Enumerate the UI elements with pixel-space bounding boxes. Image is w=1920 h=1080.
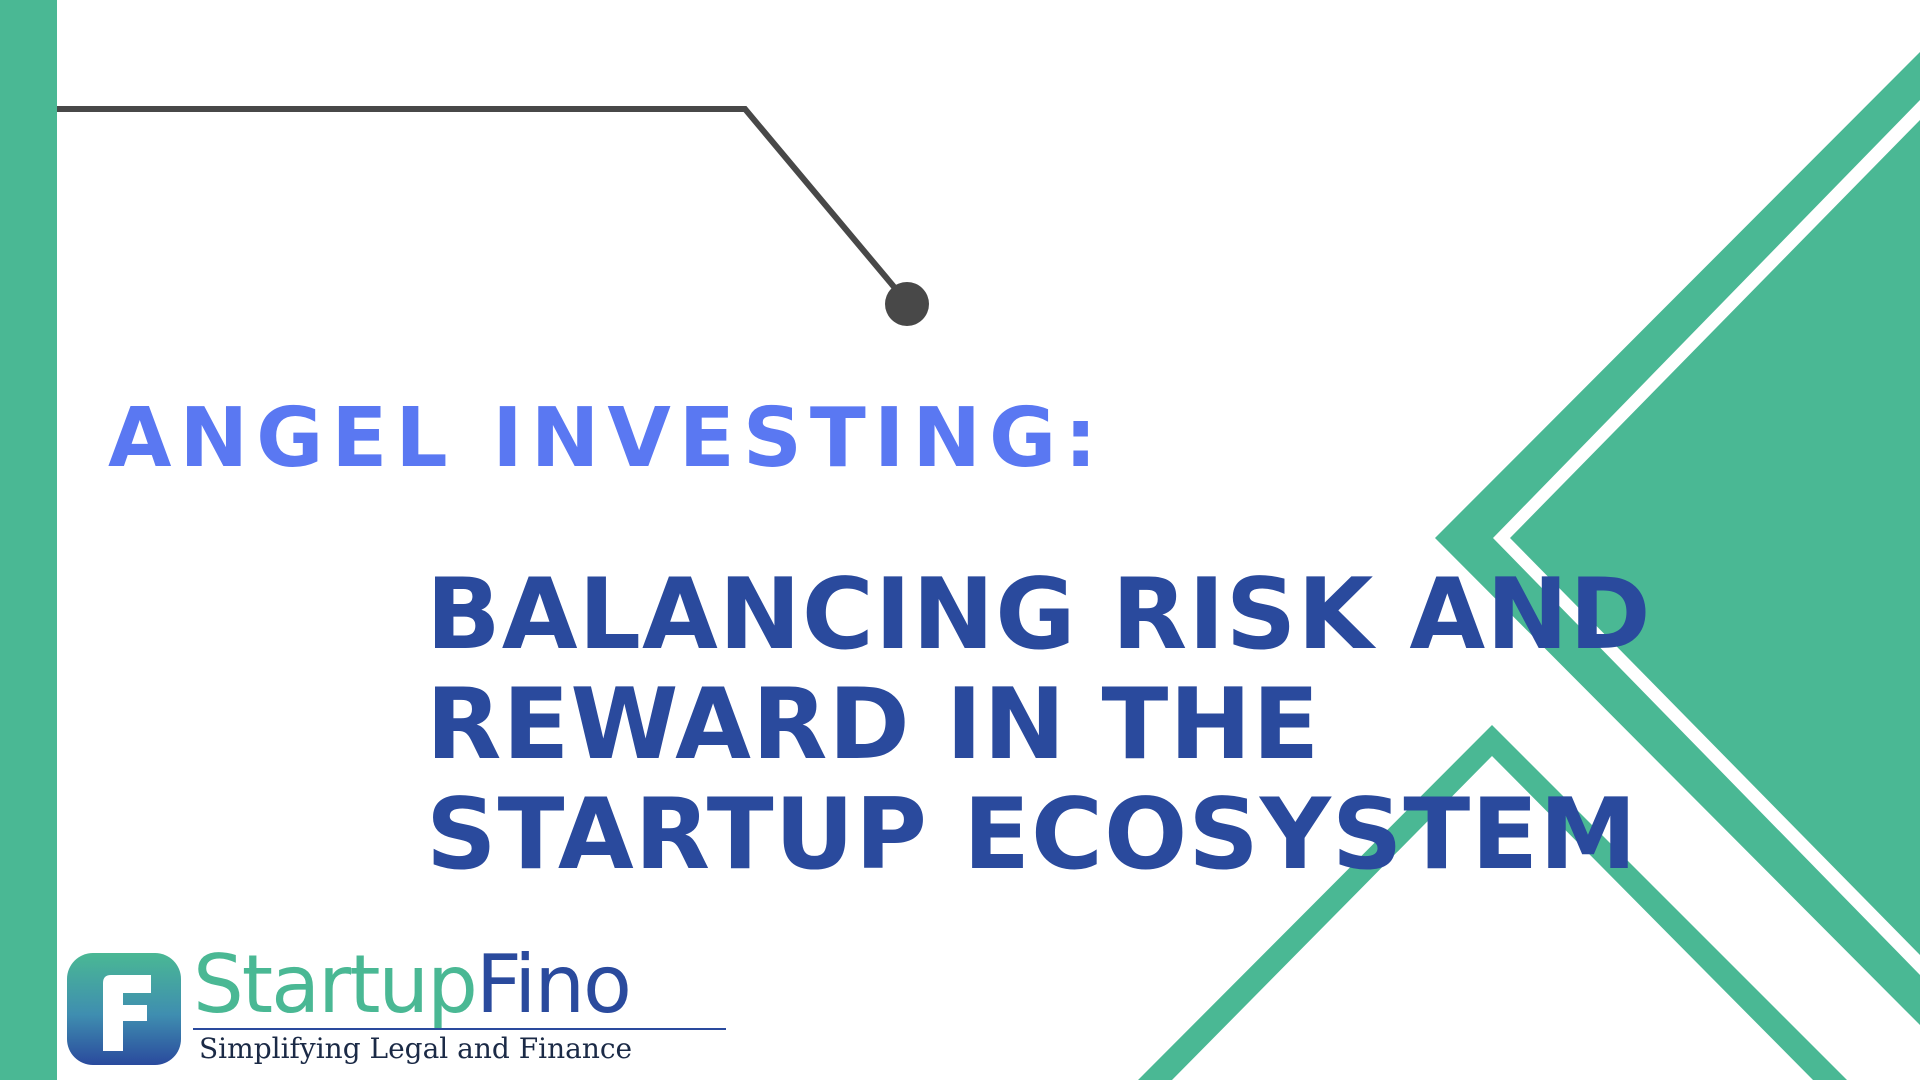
headline-line-1: BALANCING RISK AND: [426, 558, 1652, 672]
large-chevron-band: [1435, 52, 1920, 1025]
slide-kicker: ANGEL INVESTING:: [108, 391, 1106, 486]
startupfino-f-logo-icon: [67, 953, 181, 1065]
slide-headline: BALANCING RISK AND REWARD IN THE STARTUP…: [426, 560, 1652, 890]
brand-wordmark: StartupFino: [193, 945, 632, 1025]
brand-logo: StartupFino Simplifying Legal and Financ…: [67, 945, 726, 1067]
brand-name-fino: Fino: [475, 938, 632, 1031]
large-teal-triangle: [1510, 120, 1920, 955]
brand-divider: [193, 1028, 726, 1030]
connector-line: [57, 106, 908, 302]
brand-name-startup: Startup: [193, 938, 478, 1031]
left-accent-bar: [0, 0, 57, 1080]
brand-tagline: Simplifying Legal and Finance: [199, 1032, 633, 1065]
headline-line-3: STARTUP ECOSYSTEM: [426, 778, 1638, 892]
connector-dot: [885, 282, 929, 326]
headline-line-2: REWARD IN THE: [426, 668, 1321, 782]
